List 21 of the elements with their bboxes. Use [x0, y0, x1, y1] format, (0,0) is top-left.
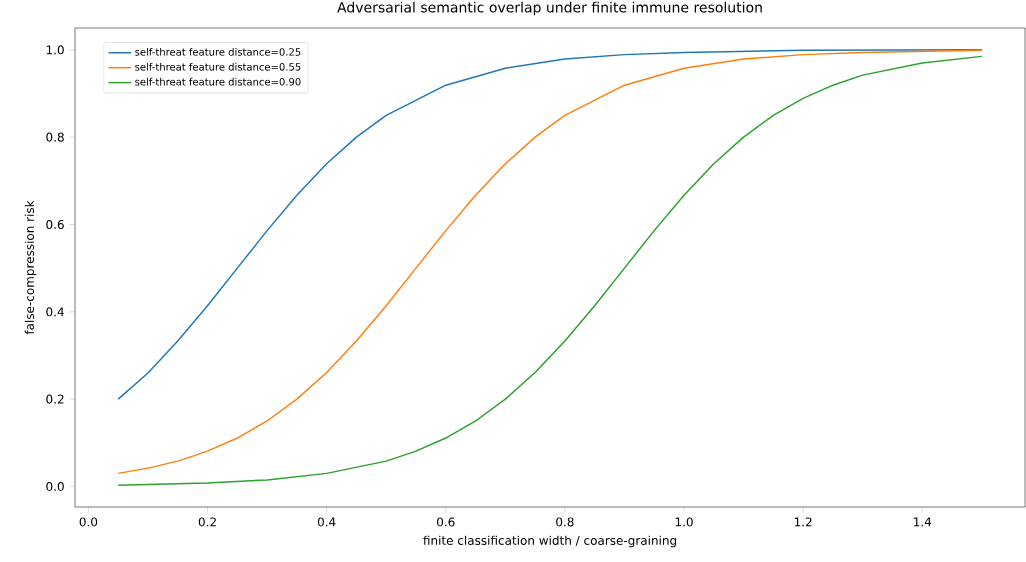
x-tick-label: 0.0 [79, 517, 98, 527]
y-axis-title: false-compression risk [24, 200, 37, 335]
y-tick-label: 0.6 [46, 219, 64, 230]
y-tick-label: 0.4 [46, 307, 64, 317]
x-tick-label: 1.2 [794, 517, 812, 527]
x-tick-label: 0.6 [437, 517, 455, 527]
legend-label: self-threat feature distance=0.55 [135, 62, 301, 71]
x-tick-label: 1.4 [914, 517, 932, 527]
chart-title: Adversarial semantic overlap under finite immune resolution [337, 1, 762, 16]
legend-label: self-threat feature distance=0.25 [135, 47, 301, 56]
y-tick-label: 0.8 [46, 132, 64, 142]
x-tick-label: 0.4 [317, 517, 336, 527]
y-tick-label: 0.0 [46, 481, 64, 492]
y-tick-label: 0.2 [46, 394, 64, 404]
x-tick-label: 0.8 [556, 517, 574, 527]
x-axis-title: finite classification width / coarse-graining [423, 535, 677, 548]
x-tick-label: 0.2 [198, 517, 216, 527]
y-tick-label: 1.0 [46, 45, 64, 55]
legend-label: self-threat feature distance=0.90 [135, 77, 301, 86]
line-series [117, 49, 983, 400]
x-tick-label: 1.0 [675, 517, 693, 527]
